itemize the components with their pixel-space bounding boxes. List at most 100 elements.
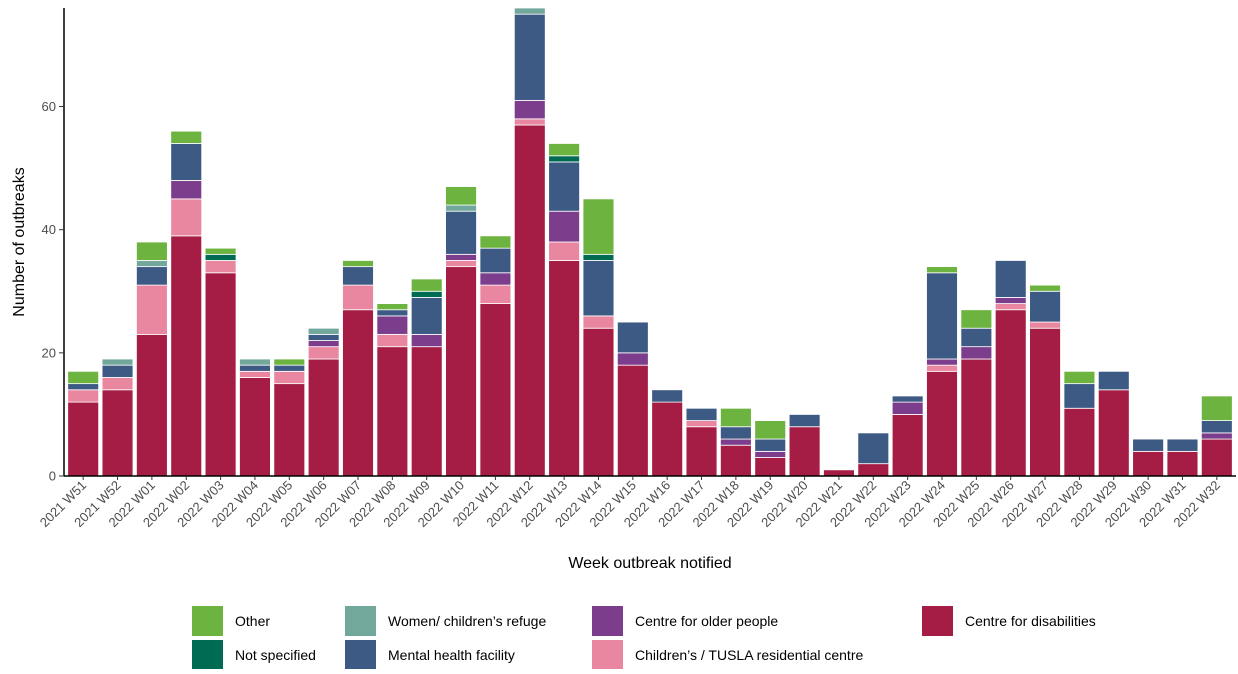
bar-segment [376,309,409,317]
bar-segment [136,241,168,261]
bar-segment [1029,321,1061,329]
bar-segment [479,235,512,249]
legend-item: Centre for disabilities [922,606,1096,636]
bar-segment [926,272,958,360]
bar-segment [926,358,958,366]
legend-item: Mental health facility [345,640,515,670]
bar-segment [720,407,752,428]
bar-segment [136,333,168,477]
bar-segment [67,370,100,385]
bar-segment [994,303,1027,311]
legend-item: Not specified [192,640,316,670]
bar-segment [1063,383,1096,409]
legend-swatch [592,606,623,636]
bar-segment [342,284,374,311]
bar-segment [239,377,271,477]
bar-segment [67,401,100,477]
bar-segment [67,389,100,403]
bar-segment [754,450,787,458]
bar-segment [376,303,409,311]
bars-layer [67,7,1233,477]
legend-label: Not specified [235,647,316,663]
bar-segment [445,204,477,212]
bar-segment [548,161,580,212]
bar-segment [754,457,787,477]
bar-segment [994,260,1027,298]
bar-segment [1097,389,1130,477]
bar-segment [307,327,340,335]
bar-segment [685,420,718,428]
bar-segment [479,247,512,274]
bar-segment [170,130,203,144]
bar-segment [170,235,203,477]
bar-segment [445,260,477,268]
bar-segment [651,401,684,477]
bar-segment [1200,395,1233,421]
bar-segment [410,333,443,348]
bar-segment [136,260,168,268]
legend-swatch [192,640,223,670]
bar-segment [582,315,615,329]
legend-swatch [345,606,376,636]
axes-layer [63,8,1236,477]
bar-segment [101,377,134,391]
bar-segment [513,13,546,101]
bar-segment [273,358,306,366]
bar-segment [1063,407,1096,477]
legend-swatch [345,640,376,670]
legend-swatch [922,606,953,636]
bar-segment [1200,438,1233,477]
legend-label: Women/ children’s refuge [388,613,546,629]
legend-label: Children’s / TUSLA residential centre [635,647,863,663]
bar-segment [239,364,271,372]
bar-segment [548,260,580,477]
bar-segment [1097,370,1130,391]
bar-segment [136,284,168,335]
bar-segment [582,198,615,255]
bar-segment [445,253,477,261]
bar-segment [548,241,580,261]
bar-segment [204,260,237,274]
bar-segment [273,370,306,385]
y-tick-label: 20 [42,345,56,360]
bar-segment [685,426,718,477]
bar-segment [1200,432,1233,440]
bar-segment [239,358,271,366]
bar-segment [513,7,546,15]
bar-segment [1200,420,1233,434]
bar-segment [1029,327,1061,477]
y-axis-title: Number of outbreaks [11,167,28,316]
bar-segment [616,321,649,354]
bar-segment [857,463,890,477]
bar-segment [1132,438,1164,452]
legend-item: Centre for older people [592,606,778,636]
y-tick-label: 60 [42,99,56,114]
bar-segment [376,315,409,335]
bar-segment [651,389,684,403]
bar-segment [548,210,580,243]
bar-segment [891,395,924,403]
bar-segment [788,414,821,428]
bar-segment [960,309,993,329]
bar-segment [307,346,340,360]
bar-segment [479,272,512,286]
bar-segment [204,247,237,255]
bar-segment [926,370,958,477]
bar-segment [994,309,1027,477]
bar-segment [67,383,100,391]
bar-segment [754,420,787,440]
bar-segment [513,118,546,126]
bar-segment [479,303,512,477]
legend-item: Women/ children’s refuge [345,606,546,636]
bar-segment [823,469,855,477]
bar-segment [685,407,718,421]
bar-segment [582,253,615,261]
x-axis-title: Week outbreak notified [568,555,731,572]
bar-segment [1166,450,1199,477]
bar-segment [513,124,546,477]
bar-segment [170,180,203,200]
bar-segment [101,358,134,366]
